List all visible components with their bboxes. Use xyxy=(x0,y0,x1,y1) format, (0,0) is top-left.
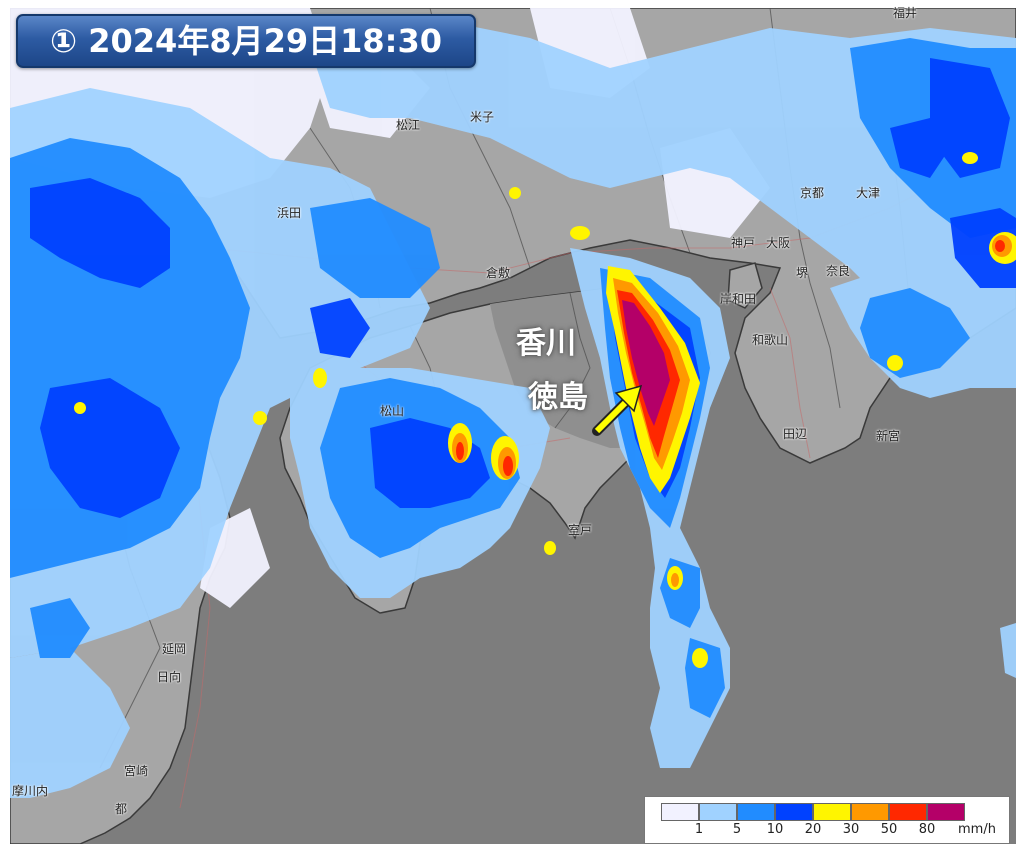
legend-swatch-1 xyxy=(661,803,699,821)
city-label-yonago: 米子 xyxy=(470,110,495,124)
city-label-muroto: 室戸 xyxy=(568,523,593,537)
legend-swatch-3 xyxy=(737,803,775,821)
legend-swatch-4 xyxy=(775,803,813,821)
awaji-island xyxy=(727,262,763,309)
legend-tick-30: 30 xyxy=(842,822,860,837)
rainfall-legend: 1 5 10 20 30 50 80 mm/h xyxy=(644,796,1010,844)
city-label-miyazaki: 宮崎 xyxy=(124,764,149,778)
legend-swatch-7 xyxy=(889,803,927,821)
city-label-kyoto: 京都 xyxy=(800,186,825,200)
city-label-miyakonojo: 都 xyxy=(115,802,128,816)
legend-swatch-2 xyxy=(699,803,737,821)
timestamp-title-box: ① 2024年8月29日18:30 xyxy=(16,14,476,68)
timestamp-title: ① 2024年8月29日18:30 xyxy=(50,22,442,60)
city-label-matsuyama: 松山 xyxy=(380,404,405,418)
legend-tick-5: 5 xyxy=(732,822,742,837)
legend-tick-20: 20 xyxy=(804,822,822,837)
legend-tick-1: 1 xyxy=(694,822,704,837)
rain-magenta xyxy=(622,300,670,426)
arrow-icon xyxy=(592,384,643,436)
rain-radar-map xyxy=(10,8,1016,844)
city-label-kurashiki: 倉敷 xyxy=(486,266,511,280)
label-tokushima: 徳島 xyxy=(528,380,588,415)
city-label-shingu: 新宮 xyxy=(876,429,901,443)
city-label-wakayama: 和歌山 xyxy=(752,333,789,347)
city-label-hamada: 浜田 xyxy=(277,206,302,220)
city-label-kishiwada: 岸和田 xyxy=(720,292,757,306)
city-label-otsu: 大津 xyxy=(856,186,881,200)
legend-swatch-5 xyxy=(813,803,851,821)
city-label-nobeoka: 延岡 xyxy=(162,642,187,656)
city-label-osaka: 大阪 xyxy=(766,236,791,250)
city-label-fukui: 福井 xyxy=(893,6,918,20)
city-label-matsue: 松江 xyxy=(396,118,421,132)
legend-tick-80: 80 xyxy=(918,822,936,837)
legend-tick-50: 50 xyxy=(880,822,898,837)
legend-swatch-6 xyxy=(851,803,889,821)
legend-unit: mm/h xyxy=(958,822,996,837)
city-label-kobe: 神戸 xyxy=(731,236,756,250)
city-label-hyuga: 日向 xyxy=(157,670,182,684)
city-label-satsumasendai: 摩川内 xyxy=(12,784,49,798)
label-kagawa: 香川 xyxy=(516,326,576,361)
city-label-tanabe: 田辺 xyxy=(783,427,808,441)
city-label-nara: 奈良 xyxy=(826,264,851,278)
city-label-sakai: 堺 xyxy=(796,266,809,280)
legend-tick-10: 10 xyxy=(766,822,784,837)
legend-swatch-8 xyxy=(927,803,965,821)
